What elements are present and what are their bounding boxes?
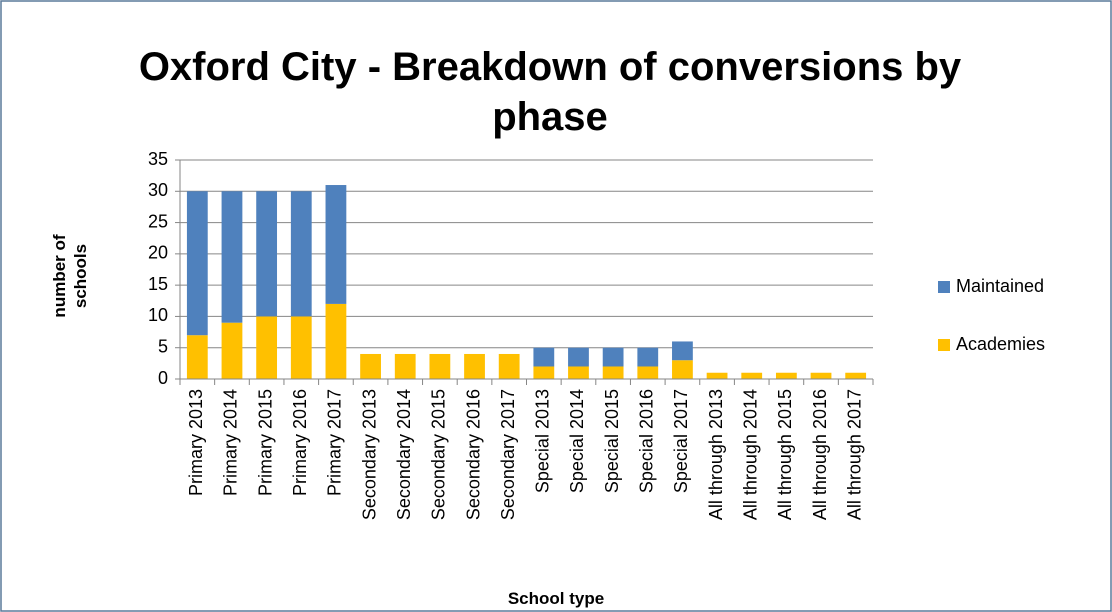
x-tick-label: Secondary 2013 [359,389,379,520]
bar-segment [637,366,659,379]
bar-segment [186,191,208,336]
y-tick-label: 15 [148,274,168,294]
bar-segment [775,372,797,379]
x-tick-label: All through 2015 [775,389,795,520]
x-tick-label: All through 2017 [844,389,864,520]
x-tick-label: Primary 2014 [221,389,241,496]
legend-swatch [938,339,950,351]
bar-segment [845,372,867,379]
bar-segment [533,366,555,379]
x-tick-label: Secondary 2015 [429,389,449,520]
bar-segment [672,360,693,379]
bar-segment [394,353,416,379]
bar-segment [602,347,624,367]
bar-segment [221,191,243,323]
y-tick-label: 0 [158,368,168,388]
bar-segment [464,353,485,379]
bar-segment [706,372,728,379]
y-axis-label: number of schools [50,234,90,318]
x-tick-label: Primary 2017 [325,389,345,496]
bar-segment [498,353,520,379]
x-tick-label: Primary 2016 [290,389,310,496]
chart-title: Oxford City - Breakdown of conversions b… [138,45,962,139]
x-tick-label: Primary 2015 [255,389,275,496]
y-tick-label: 25 [148,211,168,231]
x-tick-label: Special 2015 [602,389,622,493]
bar-segment [602,366,624,379]
bar-segment [429,353,451,379]
bar-segment [533,347,555,367]
bar-segment [741,372,763,379]
x-tick-label: Special 2017 [671,389,691,493]
x-tick-label: All through 2013 [706,389,726,520]
x-tick-label: Secondary 2014 [394,389,414,520]
legend-label: Academies [956,334,1045,354]
x-tick-label: Special 2013 [533,389,553,493]
bar-segment [256,316,278,379]
x-tick-label: Secondary 2016 [463,389,483,520]
x-tick-label: All through 2014 [740,389,760,520]
x-axis-label: School type [507,589,605,608]
x-tick-label: Secondary 2017 [498,389,518,520]
bar-segment [325,303,347,379]
bar-segment [256,191,278,317]
bar-segment [290,316,312,379]
x-tick-label: All through 2016 [810,389,830,520]
x-tick-label: Primary 2013 [186,389,206,496]
y-tick-label: 30 [148,180,168,200]
x-tick-label: Special 2016 [637,389,657,493]
bar-segment [360,353,381,379]
bar-segment [810,372,832,379]
y-tick-label: 10 [148,305,168,325]
x-tick-label: Special 2014 [567,389,587,493]
bar-segment [568,347,589,367]
bar-segment [186,335,208,379]
bar-segment [221,322,243,379]
y-tick-label: 20 [148,243,168,263]
bar-segment [637,347,659,367]
y-tick-label: 35 [148,149,168,169]
legend-label: Maintained [956,276,1044,296]
bar-segment [325,185,347,304]
bar-segment [290,191,312,317]
legend-swatch [938,281,950,293]
bar-segment [672,341,693,361]
bar-segment [568,366,589,379]
y-tick-label: 5 [158,336,168,356]
